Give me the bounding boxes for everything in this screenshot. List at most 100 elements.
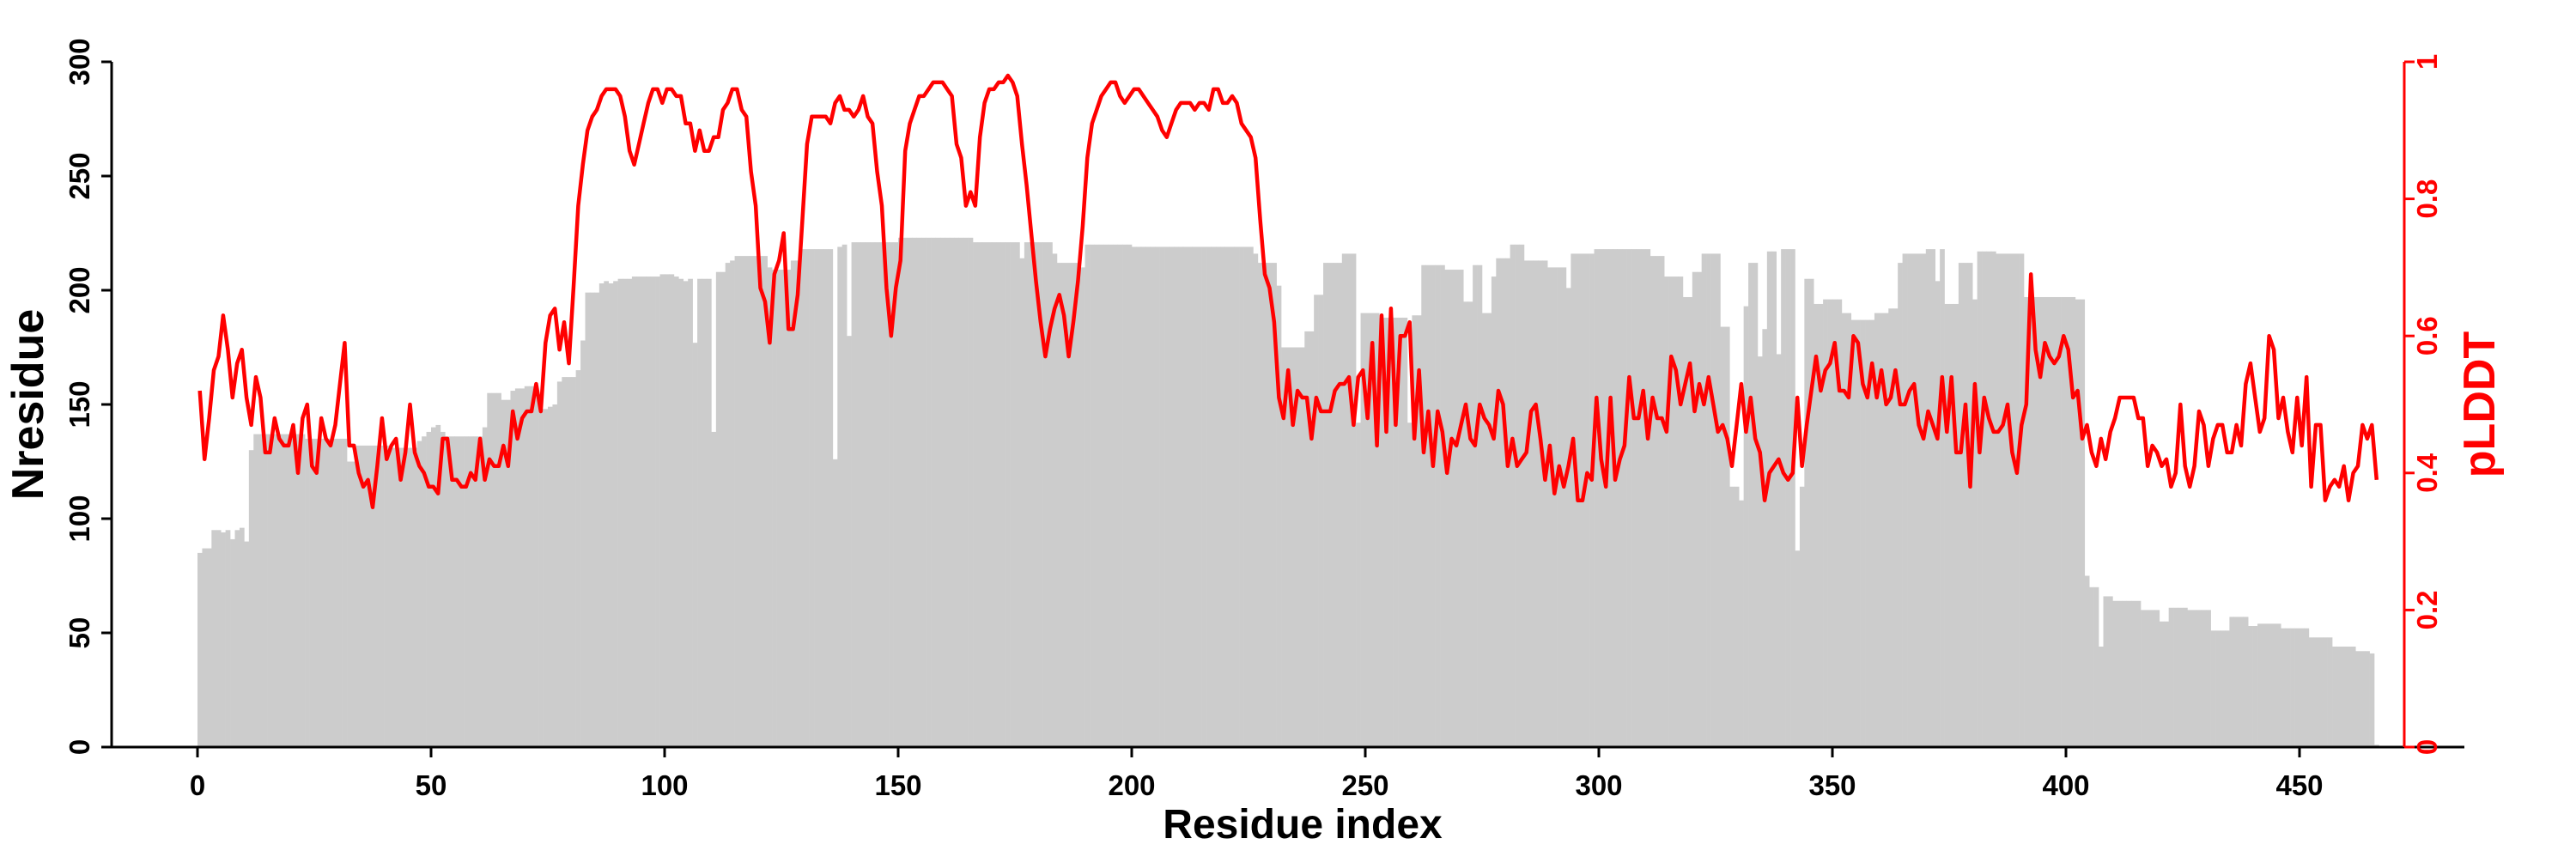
nresidue-bar — [2122, 600, 2128, 747]
nresidue-bar — [267, 434, 273, 747]
nresidue-bar — [1678, 277, 1684, 747]
nresidue-bar — [1071, 263, 1077, 748]
nresidue-bar — [870, 242, 876, 747]
nresidue-bar — [309, 438, 315, 747]
nresidue-bar — [1327, 263, 1334, 748]
nresidue-bar — [1743, 306, 1749, 747]
nresidue-bar — [832, 459, 838, 747]
nresidue-bar — [720, 271, 726, 748]
nresidue-bar — [276, 434, 283, 747]
nresidue-bar — [248, 450, 254, 747]
nresidue-bar — [506, 399, 511, 747]
x-tick-label: 300 — [1575, 769, 1622, 801]
nresidue-bar — [1865, 319, 1870, 747]
nresidue-bar — [711, 431, 717, 747]
nresidue-bar — [1230, 246, 1235, 748]
plddt-line — [197, 73, 2379, 509]
nresidue-bar — [477, 436, 483, 747]
nresidue-bar — [706, 278, 712, 747]
nresidue-bar — [1925, 249, 1931, 747]
nresidue-bar — [2341, 646, 2347, 747]
nresidue-bar — [389, 447, 394, 747]
nresidue-bar — [1557, 267, 1562, 747]
nresidue-bar — [879, 242, 884, 747]
nresidue-bar — [945, 237, 951, 747]
nresidue-bar — [627, 278, 633, 747]
nresidue-bar — [1477, 264, 1483, 747]
nresidue-bar — [981, 242, 987, 747]
nresidue-bar — [393, 447, 399, 747]
nresidue-bar — [1748, 263, 1753, 748]
nresidue-bar — [786, 270, 792, 747]
nresidue-bar — [1766, 251, 1772, 747]
nresidue-bar — [1337, 263, 1343, 748]
nresidue-bar — [2281, 628, 2286, 747]
nresidue-bar — [2239, 617, 2245, 747]
nresidue-bar — [258, 434, 264, 747]
nresidue-bar — [552, 404, 558, 747]
nresidue-bar — [2206, 610, 2211, 747]
nresidue-bar — [435, 424, 441, 747]
nresidue-bar — [893, 242, 899, 747]
nresidue-bar — [1701, 253, 1707, 747]
nresidue-bar — [290, 434, 296, 747]
nresidue-bar — [1314, 295, 1319, 747]
nresidue-bar — [2178, 607, 2184, 747]
nresidue-bar — [1505, 258, 1510, 747]
nresidue-bar — [1412, 315, 1418, 747]
nresidue-bar — [1799, 486, 1805, 747]
nresidue-bar — [2075, 299, 2081, 747]
nresidue-bar — [1958, 263, 1964, 748]
nresidue-bar — [2233, 617, 2239, 747]
nresidue-bar — [1814, 303, 1819, 748]
nresidue-bar — [1571, 253, 1577, 747]
nresidue-bar — [2024, 296, 2029, 748]
nresidue-bar — [1613, 249, 1619, 747]
nresidue-bar — [2229, 617, 2235, 747]
nresidue-bar — [2005, 253, 2011, 747]
nresidue-bar — [305, 438, 310, 747]
x-tick-label: 350 — [1808, 769, 1856, 801]
nresidue-bar — [1323, 263, 1328, 748]
nresidue-bar — [2248, 626, 2253, 747]
nresidue-bar — [1823, 299, 1828, 747]
nresidue-bar — [1080, 267, 1085, 747]
nresidue-bar — [828, 249, 834, 747]
nresidue-bar — [2304, 628, 2310, 747]
nresidue-bar — [1192, 246, 1198, 748]
nresidue-bar — [2220, 630, 2226, 747]
nresidue-bar — [398, 447, 404, 747]
nresidue-bar — [659, 274, 665, 747]
nresidue-bar — [510, 391, 516, 747]
nresidue-bar — [281, 434, 287, 747]
nresidue-bar — [2252, 626, 2258, 747]
nresidue-bar — [655, 277, 660, 747]
nresidue-bar — [902, 237, 908, 747]
nresidue-bar — [1463, 301, 1468, 747]
nresidue-bar — [2313, 637, 2319, 747]
nresidue-bar — [1285, 347, 1291, 747]
nresidue-bar — [1972, 299, 1978, 747]
nresidue-bar — [767, 267, 773, 747]
nresidue-bar — [519, 388, 526, 747]
nresidue-bar — [1108, 244, 1114, 747]
nresidue-bar — [412, 447, 417, 747]
nresidue-bar — [744, 256, 750, 748]
nresidue-bar — [1243, 246, 1249, 748]
nresidue-bar — [1827, 299, 1833, 747]
nresidue-bar — [1986, 251, 1992, 747]
nresidue-bar — [2201, 610, 2207, 747]
nresidue-bar — [805, 249, 810, 747]
nresidue-bar — [1416, 315, 1422, 747]
nresidue-bar — [1304, 331, 1310, 747]
nresidue-bar — [1113, 244, 1118, 747]
x-tick-label: 100 — [641, 769, 688, 801]
nresidue-bar — [594, 292, 600, 747]
nresidue-bar — [2168, 607, 2174, 747]
nresidue-bar — [524, 386, 530, 747]
nresidue-bar — [1215, 246, 1221, 748]
nresidue-bar — [533, 388, 539, 747]
nresidue-bar — [1916, 253, 1922, 747]
nresidue-bar — [1963, 263, 1969, 748]
nresidue-bar — [365, 445, 371, 747]
